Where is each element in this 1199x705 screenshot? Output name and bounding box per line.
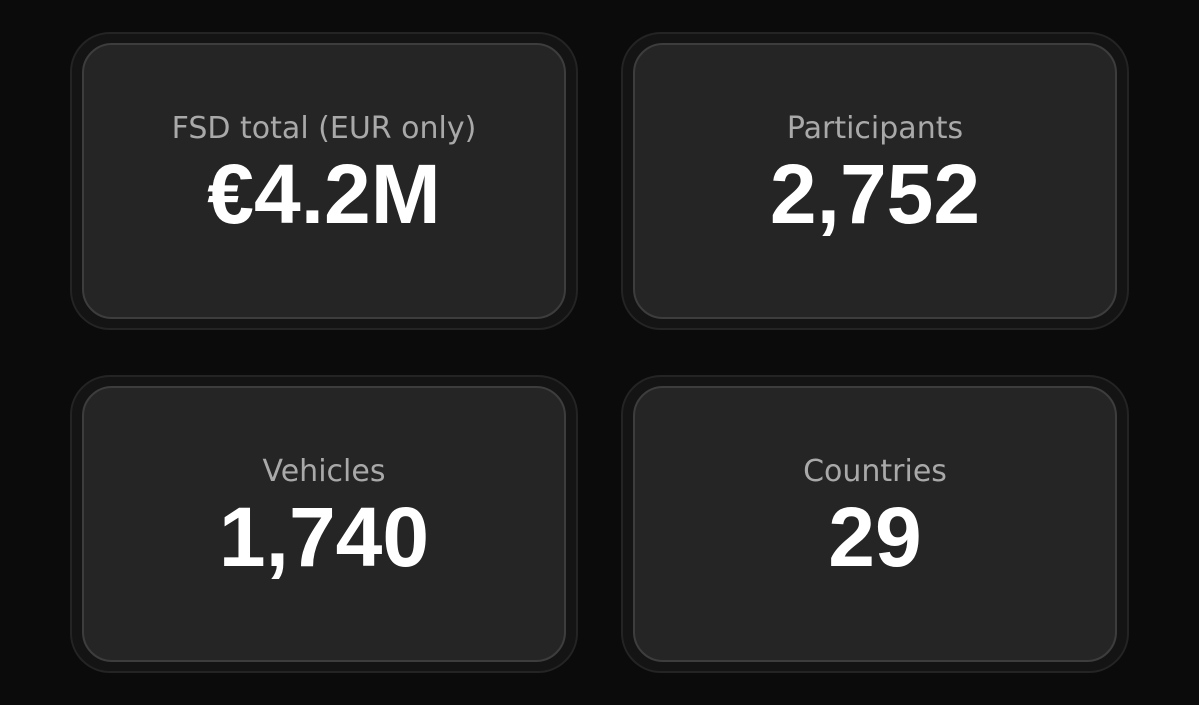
stat-value: €4.2M xyxy=(207,147,441,241)
stat-label: Participants xyxy=(786,111,964,146)
card-frame: Participants 2,752 xyxy=(621,32,1129,330)
stat-card: Countries 29 xyxy=(633,386,1117,662)
stat-label: Countries xyxy=(803,454,947,489)
stat-card: FSD total (EUR only) €4.2M xyxy=(82,43,566,319)
stat-label: FSD total (EUR only) xyxy=(171,111,477,146)
stat-card: Vehicles 1,740 xyxy=(82,386,566,662)
stat-value: 29 xyxy=(828,490,922,584)
stat-card: Participants 2,752 xyxy=(633,43,1117,319)
card-frame: FSD total (EUR only) €4.2M xyxy=(70,32,578,330)
stat-label: Vehicles xyxy=(262,454,386,489)
card-frame: Countries 29 xyxy=(621,375,1129,673)
stat-value: 1,740 xyxy=(218,490,430,584)
stat-value: 2,752 xyxy=(769,147,981,241)
card-frame: Vehicles 1,740 xyxy=(70,375,578,673)
